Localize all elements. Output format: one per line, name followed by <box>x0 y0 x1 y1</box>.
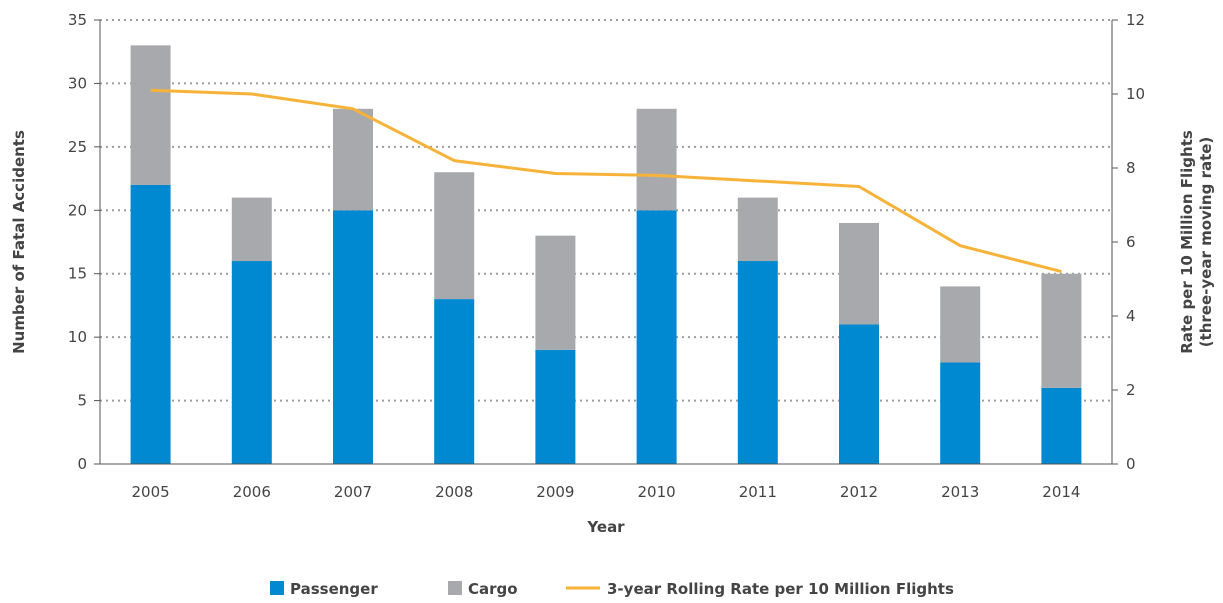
bar-passenger-2011 <box>737 261 778 464</box>
x-tick-label: 2008 <box>435 483 473 501</box>
x-tick-label: 2013 <box>941 483 979 501</box>
y2-tick-label: 4 <box>1126 307 1136 325</box>
legend: Passenger Cargo 3-year Rolling Rate per … <box>270 580 954 598</box>
x-tick-label: 2005 <box>132 483 170 501</box>
y2-tick-label: 6 <box>1126 233 1136 251</box>
x-tick-label: 2010 <box>638 483 676 501</box>
rate-line <box>150 88 1062 274</box>
tick-labels: 0 5 10 15 20 25 30 35 0 2 4 6 8 10 12 2005 2006 2007 2008 2… <box>68 11 1145 501</box>
y-tick-label: 10 <box>68 328 87 346</box>
legend-swatch-cargo <box>448 581 462 595</box>
bar-cargo-2014 <box>1041 273 1082 388</box>
bar-passenger-2005 <box>130 184 171 464</box>
bar-passenger-2012 <box>839 324 879 464</box>
x-tick-label: 2012 <box>840 483 878 501</box>
legend-label-cargo: Cargo <box>468 580 518 598</box>
y2-axis-title-line2: (three-year moving rate) <box>1197 137 1215 348</box>
legend-label-rate: 3-year Rolling Rate per 10 Million Fligh… <box>607 580 954 598</box>
legend-swatch-passenger <box>270 581 284 595</box>
bar-cargo-2005 <box>130 45 171 185</box>
y-tick-label: 5 <box>77 392 87 410</box>
y-tick-label: 25 <box>68 138 87 156</box>
bar-cargo-2006 <box>231 197 272 262</box>
bars <box>130 45 1082 464</box>
bar-passenger-2014 <box>1041 387 1082 464</box>
x-tick-label: 2006 <box>233 483 271 501</box>
bar-cargo-2007 <box>333 108 373 211</box>
x-tick-label: 2011 <box>739 483 777 501</box>
bar-cargo-2011 <box>737 197 778 262</box>
bar-passenger-2007 <box>333 210 373 464</box>
x-tick-label: 2009 <box>536 483 574 501</box>
y-tick-label: 15 <box>68 265 87 283</box>
y2-tick-label: 10 <box>1126 85 1145 103</box>
y-tick-label: 35 <box>68 11 87 29</box>
bar-cargo-2009 <box>535 235 576 350</box>
y-tick-label: 20 <box>68 201 87 219</box>
y2-tick-label: 8 <box>1126 159 1136 177</box>
bar-cargo-2008 <box>434 172 475 300</box>
y-tick-label: 30 <box>68 74 87 92</box>
y2-axis-title-line1: Rate per 10 Million Flights <box>1178 130 1196 354</box>
rate-line-path <box>150 88 1062 274</box>
bar-passenger-2013 <box>940 362 981 464</box>
y-axis-title: Number of Fatal Accidents <box>10 130 28 354</box>
x-tick-label: 2007 <box>334 483 372 501</box>
x-tick-label: 2014 <box>1042 483 1080 501</box>
bar-passenger-2010 <box>636 210 677 464</box>
bar-cargo-2013 <box>940 286 981 363</box>
legend-label-passenger: Passenger <box>290 580 378 598</box>
bar-passenger-2006 <box>231 261 272 464</box>
bar-cargo-2010 <box>636 108 677 211</box>
bar-cargo-2012 <box>839 222 879 325</box>
bar-passenger-2009 <box>535 349 576 464</box>
y-tick-label: 0 <box>77 455 87 473</box>
bar-passenger-2008 <box>434 299 475 464</box>
y2-tick-label: 2 <box>1126 381 1136 399</box>
x-axis-title: Year <box>586 518 625 536</box>
y2-tick-label: 12 <box>1126 11 1145 29</box>
y2-tick-label: 0 <box>1126 455 1136 473</box>
